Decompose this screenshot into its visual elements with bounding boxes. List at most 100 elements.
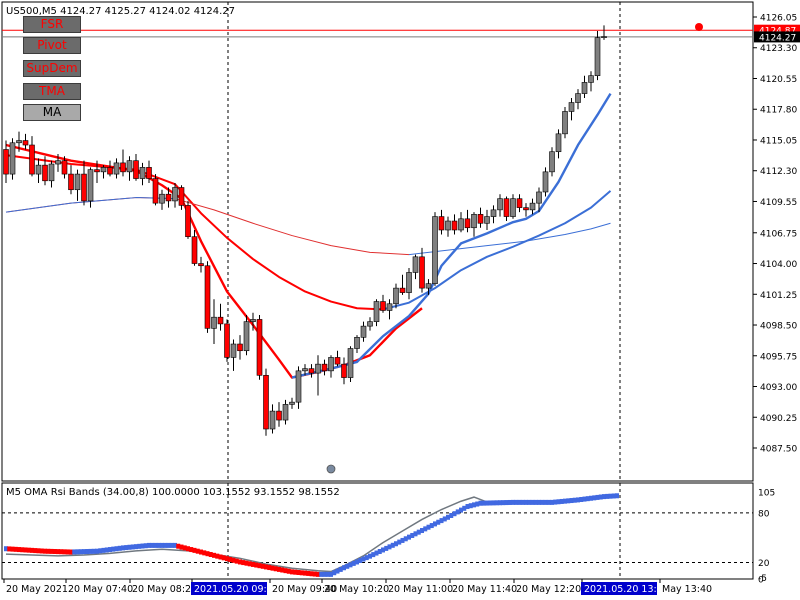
indicator-band-block — [494, 500, 499, 506]
current-price-label: 4124.27 — [759, 33, 796, 43]
candle-body — [16, 140, 22, 144]
price-tick-label: 4101.25 — [760, 291, 797, 301]
candle-body — [68, 173, 74, 191]
indicator-band-block — [472, 502, 476, 508]
time-label: 20 May 09:40 — [272, 584, 337, 595]
indicator-band-block — [329, 571, 333, 577]
candle — [471, 212, 477, 237]
indicator-band-block — [550, 499, 554, 505]
candle — [9, 138, 16, 180]
candle-body — [165, 193, 172, 202]
candle-body — [295, 370, 302, 403]
indicator-band-block — [322, 571, 327, 577]
candle — [575, 89, 581, 110]
candle-body — [126, 160, 133, 173]
indicator-band-block — [462, 505, 467, 511]
candle — [224, 319, 230, 362]
price-tick-label: 4120.55 — [760, 75, 797, 85]
time-label: 2021.05.20 09:20 — [194, 584, 279, 595]
candle — [490, 205, 497, 224]
candle — [269, 404, 276, 434]
indicator-band-block — [208, 552, 213, 558]
candle-body — [120, 162, 126, 173]
pivot-button[interactable]: Pivot — [23, 37, 81, 54]
candle — [367, 317, 373, 331]
candle — [399, 274, 406, 295]
grid-layer — [2, 2, 753, 579]
indicator-band-block — [485, 500, 489, 506]
price-tick-label: 4104.00 — [760, 260, 797, 270]
indicator-band-block — [221, 555, 226, 561]
candle-body — [367, 321, 373, 327]
indicator-band-block — [345, 563, 350, 569]
indicator-band-block — [189, 547, 194, 553]
candle — [341, 357, 347, 385]
indicator-band-block — [143, 543, 148, 549]
candle-body — [107, 167, 113, 175]
price-tick-label: 4095.75 — [760, 352, 797, 362]
indicator-band-block — [156, 542, 161, 548]
indicator-band-block — [166, 542, 171, 548]
price-tick-label: 4106.75 — [760, 229, 797, 239]
time-label: May 13:40 — [662, 584, 712, 595]
indicator-band-block — [26, 547, 31, 553]
candle-body — [100, 167, 107, 173]
indicator-band-block — [117, 545, 122, 551]
tma-button[interactable]: TMA — [23, 83, 81, 100]
candles — [3, 23, 703, 474]
candle — [250, 312, 256, 331]
ma-button[interactable]: MA — [23, 104, 81, 121]
indicator-band-block — [546, 499, 551, 505]
candle-body — [87, 169, 94, 202]
indicator-band-block — [423, 526, 428, 532]
candle — [256, 314, 263, 380]
indicator-band-block — [7, 546, 12, 552]
candle-body — [594, 37, 601, 76]
candle-body — [224, 323, 230, 358]
indicator-band-block — [491, 500, 496, 506]
candle-body — [354, 337, 360, 349]
candle — [42, 156, 48, 186]
price-tick-label: 4126.05 — [760, 14, 797, 24]
fsr-button[interactable]: FSR — [23, 16, 81, 33]
indicator-band-block — [358, 558, 363, 564]
candle-body — [29, 144, 35, 175]
indicator-band-block — [56, 549, 60, 555]
indicator-band-block — [163, 542, 168, 548]
indicator-band-block — [325, 571, 330, 577]
candle-body — [243, 321, 250, 352]
indicator-band-block — [169, 542, 174, 548]
indicator-band-block — [140, 543, 145, 549]
indicator-band-block — [134, 544, 138, 550]
indicator-band-block — [598, 494, 603, 500]
indicator-band-block — [257, 563, 262, 569]
candle — [438, 209, 445, 235]
candle — [198, 256, 204, 273]
candle — [3, 140, 9, 184]
supdem-button[interactable]: SupDem — [23, 60, 81, 77]
indicator-band-block — [160, 542, 164, 548]
time-highlight — [191, 582, 267, 595]
indicator-band-block — [147, 542, 151, 548]
candle-body — [334, 357, 341, 365]
indicator-band-block — [543, 499, 548, 505]
candle — [334, 350, 341, 367]
candle — [146, 160, 152, 184]
indicator-band-block — [355, 559, 359, 565]
candle-body — [451, 220, 458, 231]
indicator-band-block — [264, 564, 268, 570]
indicator-band-block — [520, 499, 525, 505]
indicator-band-block — [403, 536, 408, 542]
current-price-tag — [754, 24, 800, 36]
candle-body — [61, 160, 68, 175]
moving-average-blue-fast — [291, 92, 612, 379]
indicator-band-block — [49, 548, 54, 554]
indicator-band-block — [234, 558, 239, 564]
moving-average-blue-medium — [382, 190, 612, 311]
indicator-level-label: 80 — [758, 509, 770, 519]
candle — [55, 153, 61, 172]
indicator-band-block — [530, 499, 535, 505]
candle — [100, 165, 107, 179]
indicator-band-block — [572, 497, 577, 503]
